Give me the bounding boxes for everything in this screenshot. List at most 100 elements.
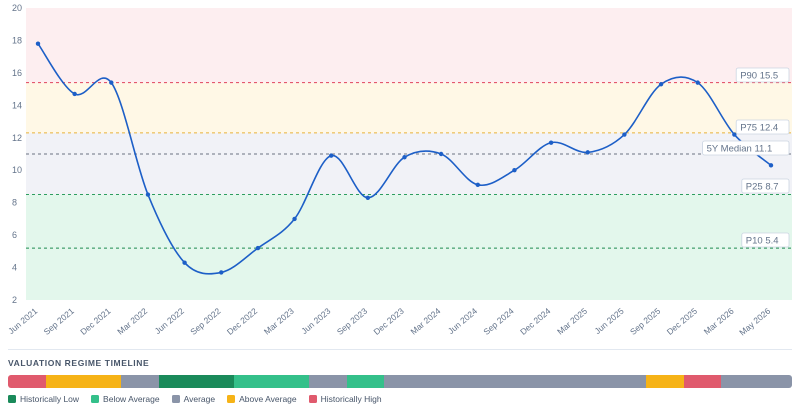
- timeline-title: VALUATION REGIME TIMELINE: [8, 358, 150, 368]
- reference-label: 5Y Median 11.1: [702, 140, 790, 156]
- data-point: [438, 151, 444, 157]
- legend-label: Average: [183, 394, 216, 404]
- legend-item-below: Below Average: [91, 394, 160, 404]
- y-tick-label: 10: [12, 165, 22, 175]
- data-point: [365, 195, 371, 200]
- reference-label: P25 8.7: [741, 178, 790, 194]
- valuation-series: [35, 41, 774, 275]
- y-tick-label: 4: [12, 263, 17, 273]
- legend-label: Above Average: [239, 394, 297, 404]
- timeline-segment-below: [346, 375, 385, 388]
- data-point: [732, 132, 737, 137]
- data-point: [695, 80, 700, 85]
- data-point: [219, 270, 224, 275]
- band-1: [26, 154, 792, 195]
- legend-label: Historically High: [320, 394, 382, 404]
- y-tick-label: 14: [12, 100, 22, 110]
- y-tick-label: 20: [12, 3, 22, 13]
- timeline-segment-low: [158, 375, 234, 388]
- timeline-segment-above: [646, 375, 684, 388]
- data-point: [548, 140, 554, 145]
- data-point: [145, 192, 151, 197]
- legend-swatch: [171, 395, 180, 403]
- x-tick-label: Mar 2026: [702, 306, 736, 337]
- data-point: [475, 182, 480, 188]
- timeline-segment-high: [683, 375, 722, 388]
- y-tick-label: 16: [12, 68, 22, 78]
- band-3: [26, 82, 792, 133]
- legend-item-above: Above Average: [227, 394, 297, 404]
- reference-label-box: [741, 178, 790, 194]
- data-point: [585, 150, 590, 155]
- reference-label-box: [741, 232, 790, 248]
- x-tick-label: Dec 2021: [78, 306, 113, 337]
- reference-label-box: [735, 119, 790, 135]
- data-point: [512, 168, 517, 173]
- x-tick-label: Sep 2021: [42, 306, 77, 337]
- x-tick-label: Mar 2025: [555, 306, 589, 337]
- x-tick-label: Dec 2022: [225, 306, 260, 337]
- data-point: [292, 216, 297, 222]
- data-point: [109, 80, 114, 85]
- legend-item-average: Average: [171, 394, 216, 404]
- x-axis: Jun 2021 Sep 2021 Dec 2021 Mar 2022 Jun 2022…: [6, 306, 772, 338]
- legend-swatch: [91, 395, 100, 403]
- x-tick-label: Jun 2025: [592, 306, 625, 336]
- band-4: [26, 8, 792, 83]
- timeline-segment-high: [8, 375, 46, 388]
- data-point: [658, 82, 664, 87]
- timeline-segment-above: [45, 375, 121, 388]
- reference-label: P90 15.5: [735, 67, 790, 83]
- timeline-segment-average: [384, 375, 647, 388]
- reference-label-text: P25 8.7: [746, 182, 779, 193]
- x-tick-label: Dec 2025: [665, 306, 700, 337]
- y-tick-label: 8: [12, 198, 17, 208]
- section-divider: [8, 349, 792, 350]
- band-2: [26, 132, 792, 154]
- x-tick-label: Jun 2021: [6, 306, 39, 336]
- legend-swatch: [227, 395, 236, 403]
- reference-label-text: P75 12.4: [740, 123, 778, 134]
- x-tick-label: Sep 2022: [188, 306, 223, 337]
- legend-item-low: Historically Low: [8, 394, 79, 404]
- data-point: [182, 260, 187, 265]
- y-tick-label: 6: [12, 230, 17, 240]
- timeline-segment-average: [309, 375, 347, 388]
- legend-swatch: [308, 395, 317, 403]
- x-tick-label: Dec 2024: [518, 306, 553, 337]
- x-tick-label: Jun 2023: [299, 306, 332, 336]
- legend-label: Below Average: [103, 394, 160, 404]
- legend-swatch: [8, 395, 16, 403]
- y-tick-label: 12: [12, 133, 22, 143]
- timeline-segment-average: [721, 375, 792, 388]
- y-tick-label: 2: [12, 295, 17, 305]
- reference-lines: [26, 82, 792, 249]
- legend-item-high: Historically High: [308, 394, 382, 404]
- data-point: [768, 163, 774, 168]
- valuation-bands: [26, 8, 792, 300]
- x-tick-label: Mar 2023: [262, 306, 296, 337]
- legend-label: Historically Low: [20, 394, 80, 404]
- reference-label-text: P10 5.4: [746, 236, 779, 247]
- reference-label: P10 5.4: [741, 232, 790, 248]
- reference-label-box: [702, 140, 790, 156]
- band-0: [26, 194, 792, 300]
- reference-label-box: [735, 67, 790, 83]
- data-point: [35, 41, 41, 46]
- x-tick-label: Jun 2024: [446, 306, 479, 336]
- reference-label-text: 5Y Median 11.1: [707, 144, 773, 155]
- regime-legend: Historically Low Below Average Average Abov…: [8, 394, 382, 404]
- reference-labels: P90 15.5 P75 12.4 5Y Median 11.1 P25 8.7 P10…: [702, 67, 790, 248]
- x-tick-label: Sep 2023: [335, 306, 370, 337]
- data-point: [255, 245, 261, 251]
- x-tick-label: Mar 2022: [115, 306, 149, 337]
- data-point: [402, 155, 407, 160]
- timeline-segment-average: [120, 375, 159, 388]
- y-tick-label: 18: [12, 35, 22, 45]
- data-point: [622, 132, 627, 137]
- reference-label: P75 12.4: [735, 119, 790, 135]
- x-tick-label: Mar 2024: [408, 306, 442, 337]
- y-axis: 2 4 6 8 10 12 14 16 18 20: [12, 3, 22, 305]
- regime-timeline-bar: [8, 375, 792, 388]
